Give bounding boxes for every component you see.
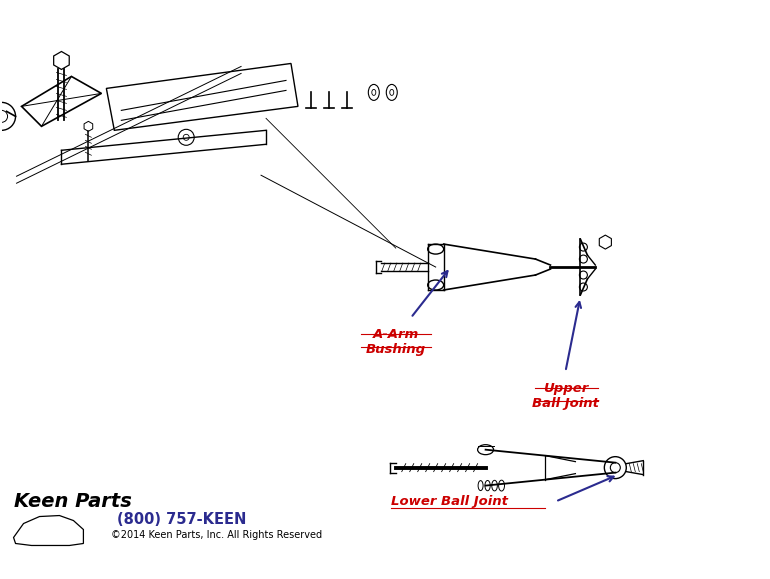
- Text: ©2014 Keen Parts, Inc. All Rights Reserved: ©2014 Keen Parts, Inc. All Rights Reserv…: [111, 530, 322, 541]
- Text: Keen Parts: Keen Parts: [15, 492, 132, 511]
- Text: (800) 757-KEEN: (800) 757-KEEN: [116, 512, 246, 527]
- Text: Upper
Ball Joint: Upper Ball Joint: [532, 382, 599, 410]
- Text: Lower Ball Joint: Lower Ball Joint: [391, 495, 507, 508]
- Text: A-Arm
Bushing: A-Arm Bushing: [366, 328, 426, 356]
